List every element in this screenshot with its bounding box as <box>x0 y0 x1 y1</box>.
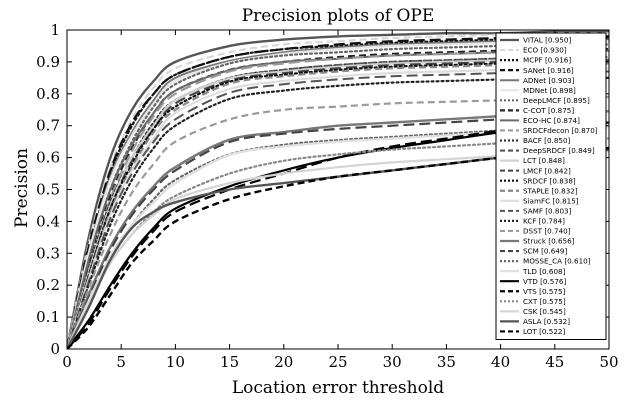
series-line-17 <box>67 70 609 349</box>
legend-entry: SRDCF [0.838] <box>523 176 576 185</box>
legend-entry: VTD [0.576] <box>523 277 567 286</box>
legend-entry: ECO-HC [0.874] <box>523 116 580 125</box>
x-axis-title: Location error threshold <box>232 378 444 398</box>
legend-entry: VITAL [0.950] <box>523 36 571 45</box>
series-line-19 <box>67 95 609 349</box>
y-tick-label: 1 <box>50 21 60 39</box>
legend-entry: SCM [0.649] <box>523 247 567 256</box>
legend-entry: C-COT [0.875] <box>523 106 574 115</box>
series-line-14 <box>67 60 609 349</box>
y-tick-label: 0 <box>50 340 60 358</box>
series-line-0 <box>67 30 609 349</box>
legend-entry: CSK [0.545] <box>523 307 566 316</box>
legend-entry: SANet [0.916] <box>523 66 574 75</box>
legend-box <box>495 32 607 340</box>
legend-entry: MDNet [0.898] <box>523 86 576 95</box>
x-tick-label: 50 <box>599 353 618 371</box>
legend-entry: Struck [0.656] <box>523 237 575 246</box>
y-tick-label: 0.9 <box>36 53 60 71</box>
series-line-4 <box>67 38 609 349</box>
series-line-9 <box>67 49 609 349</box>
x-tick-label: 40 <box>491 353 510 371</box>
x-tick-label: 45 <box>545 353 564 371</box>
legend-entry: CXT [0.575] <box>523 297 566 306</box>
legend-entry: SiamFC [0.815] <box>523 196 579 205</box>
legend-entry: ECO [0.930] <box>523 46 567 55</box>
y-tick-label: 0.8 <box>36 85 60 103</box>
legend-entry: STAPLE [0.832] <box>523 186 578 195</box>
x-tick-label: 30 <box>383 353 402 371</box>
axes: 0 5 10 15 20 25 30 35 40 45 50 0 0.1 0.2 0.3 0.4 0.5 0.6 0… <box>36 21 618 371</box>
legend-entry: TLD [0.608] <box>522 267 566 276</box>
series-line-8 <box>67 49 609 349</box>
legend-entry: DeepLMCF [0.895] <box>523 96 590 105</box>
series-line-25 <box>67 118 609 349</box>
y-axis-title: Precision <box>12 148 32 228</box>
legend-entry: SAMF [0.803] <box>523 206 572 215</box>
x-tick-label: 25 <box>328 353 347 371</box>
legend-entry: MCPF [0.916] <box>523 56 571 65</box>
y-tick-label: 0.4 <box>36 212 60 230</box>
y-tick-label: 0.7 <box>36 117 60 135</box>
x-tick-label: 5 <box>116 353 126 371</box>
legend-entry: ASLA [0.532] <box>523 317 570 326</box>
series-line-15 <box>67 62 609 349</box>
series-line-7 <box>67 47 609 349</box>
y-tick-label: 0.2 <box>36 276 60 294</box>
legend-entry: BACF [0.850] <box>523 136 571 145</box>
legend-entry: KCF [0.784] <box>523 217 565 226</box>
x-tick-label: 10 <box>166 353 185 371</box>
legend: VITAL [0.950]ECO [0.930]MCPF [0.916]SANe… <box>495 32 607 340</box>
x-tick-label: 35 <box>437 353 456 371</box>
legend-entry: LOT [0.522] <box>523 327 565 336</box>
series-line-16 <box>67 67 609 349</box>
y-tick-label: 0.3 <box>36 244 60 262</box>
legend-entry: MOSSE_CA [0.610] <box>523 257 591 266</box>
x-tick-label: 0 <box>62 353 72 371</box>
legend-entry: LMCF [0.842] <box>523 166 571 175</box>
series-line-3 <box>67 35 609 349</box>
legend-entry: DSST [0.740] <box>523 227 571 236</box>
x-tick-label: 15 <box>220 353 239 371</box>
y-tick-label: 0.6 <box>36 149 60 167</box>
legend-entry: LCT [0.848] <box>523 156 565 165</box>
y-tick-label: 0.5 <box>36 181 60 199</box>
legend-entry: VTS [0.575] <box>523 287 566 296</box>
x-tick-label: 20 <box>274 353 293 371</box>
series-line-12 <box>67 57 609 349</box>
legend-entry: SRDCFdecon [0.870] <box>523 126 598 135</box>
chart-title: Precision plots of OPE <box>242 6 435 26</box>
legend-entry: DeepSRDCF [0.849] <box>523 146 595 155</box>
legend-entry: ADNet [0.903] <box>523 76 575 85</box>
series-line-18 <box>67 76 609 349</box>
y-tick-label: 0.1 <box>36 308 60 326</box>
